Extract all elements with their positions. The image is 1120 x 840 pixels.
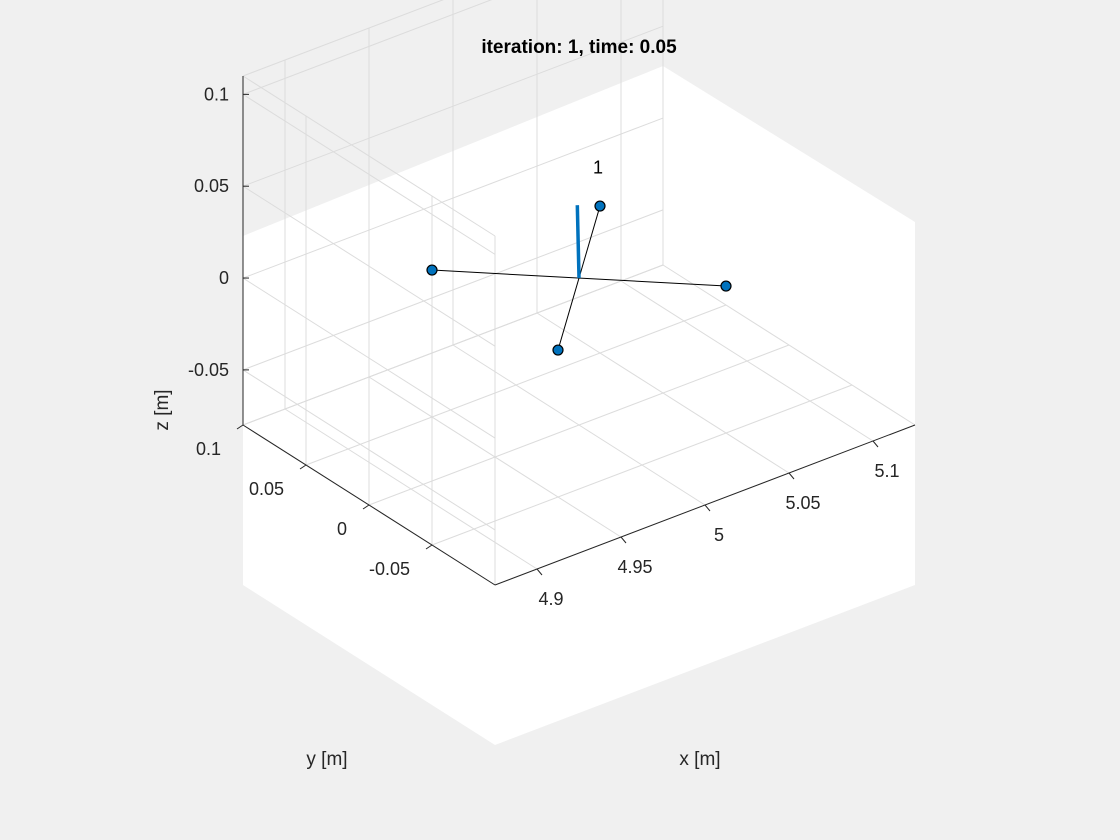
rotor-marker (594, 200, 606, 212)
x-tick-label: 5 (714, 525, 724, 545)
y-tick-label: 0 (337, 519, 347, 539)
grid-line-y (305, 304, 727, 466)
rotor-marker (720, 280, 732, 292)
x-tick (704, 504, 711, 512)
x-tick-label: 5.1 (874, 461, 899, 481)
x-tick-label: 4.95 (617, 557, 652, 577)
z-tick-label: -0.05 (188, 360, 229, 380)
z-tick-label: 0.05 (194, 176, 229, 196)
grid-line-y (368, 344, 790, 506)
rotor-marker (552, 344, 564, 356)
y-tick (299, 464, 307, 470)
grid-lines (242, 0, 916, 586)
pane-edge (242, 75, 496, 237)
x-tick (788, 472, 795, 480)
rotor-marker (426, 264, 438, 276)
drone-id-label: 1 (593, 157, 603, 177)
y-tick (362, 504, 370, 510)
x-tick (872, 440, 879, 448)
pane-edge (662, 264, 916, 426)
x-axis-label: x [m] (679, 749, 720, 770)
x-tick (536, 568, 543, 576)
y-tick (425, 544, 433, 550)
grid-line-y (431, 384, 853, 546)
pane-edge (242, 264, 664, 426)
axes-panes (243, 66, 915, 745)
y-axis-label: y [m] (306, 749, 347, 770)
tick-marks (236, 93, 879, 576)
x-tick-label: 5.05 (785, 493, 820, 513)
y-tick-label: -0.05 (369, 559, 410, 579)
y-tick-label: 0.1 (196, 439, 221, 459)
drone-heading-line (575, 205, 581, 279)
tick-labels: 4.9 4.95 5 5.05 5.1 -0.05 0 0.05 0.1 -0.05 0 0.05 0.… (188, 84, 900, 609)
drone-plot: 1 (426, 157, 732, 356)
z-tick-label: 0.1 (204, 84, 229, 104)
y-tick (236, 424, 244, 430)
chart-title: iteration: 1, time: 0.05 (481, 37, 677, 58)
pane-edge (242, 0, 444, 77)
y-tick-label: 0.05 (249, 479, 284, 499)
x-tick (620, 536, 627, 544)
x-tick-label: 4.9 (538, 589, 563, 609)
z-tick-label: 0 (219, 268, 229, 288)
axes-background (243, 66, 915, 745)
z-axis-label: z [m] (152, 389, 173, 430)
